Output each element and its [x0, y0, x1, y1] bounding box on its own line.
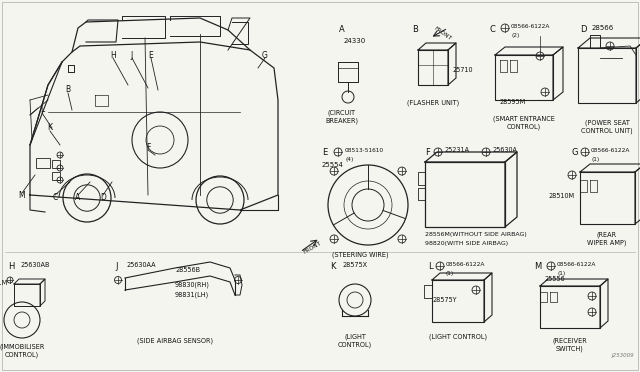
Text: E: E — [322, 148, 327, 157]
Text: (SIDE AIRBAG SENSOR): (SIDE AIRBAG SENSOR) — [137, 338, 213, 344]
Text: 28556B: 28556B — [175, 267, 200, 273]
Bar — [52, 172, 60, 180]
Text: (1): (1) — [557, 272, 565, 276]
Bar — [578, 48, 636, 103]
Text: 08566-6122A: 08566-6122A — [557, 262, 596, 266]
Text: 98830(RH): 98830(RH) — [175, 282, 210, 288]
Text: C: C — [52, 192, 58, 202]
Text: 25630AB: 25630AB — [20, 262, 49, 268]
Text: 98820(WITH SIDE AIRBAG): 98820(WITH SIDE AIRBAG) — [425, 241, 508, 246]
Text: 25231A: 25231A — [444, 147, 469, 153]
Text: H: H — [110, 51, 116, 60]
Text: (STEERING WIRE): (STEERING WIRE) — [332, 252, 388, 259]
Text: 28556M(WITHOUT SIDE AIRBAG): 28556M(WITHOUT SIDE AIRBAG) — [425, 232, 527, 237]
Text: (SMART ENTRANCE
CONTROL): (SMART ENTRANCE CONTROL) — [493, 115, 555, 129]
Text: (2): (2) — [511, 33, 520, 38]
Text: L: L — [40, 106, 44, 115]
Text: FRONT: FRONT — [433, 26, 452, 42]
Text: (FLASHER UNIT): (FLASHER UNIT) — [407, 100, 459, 106]
Text: C: C — [490, 25, 496, 34]
Text: M: M — [19, 190, 26, 199]
Text: FRONT: FRONT — [302, 241, 322, 255]
Text: K: K — [330, 262, 335, 271]
Text: 28575X: 28575X — [342, 262, 367, 268]
Bar — [36, 158, 50, 168]
Text: G: G — [572, 148, 579, 157]
Text: (4): (4) — [345, 157, 353, 163]
Text: 25554: 25554 — [322, 162, 344, 168]
Text: 08566-6122A: 08566-6122A — [511, 25, 550, 29]
Text: 25556: 25556 — [544, 276, 564, 282]
Text: 08566-6122A: 08566-6122A — [446, 262, 485, 266]
Text: H: H — [8, 262, 14, 271]
Text: 08566-6122A: 08566-6122A — [591, 148, 630, 153]
Text: 25630A: 25630A — [492, 147, 517, 153]
Text: A: A — [76, 192, 81, 202]
Bar — [418, 50, 448, 85]
Text: L: L — [428, 262, 433, 271]
Text: (1): (1) — [591, 157, 599, 163]
Text: E: E — [148, 51, 154, 60]
Text: 98831(LH): 98831(LH) — [175, 292, 209, 298]
Bar — [432, 280, 484, 322]
Text: B: B — [412, 25, 418, 34]
Text: F: F — [425, 148, 430, 157]
Text: 25630AA: 25630AA — [126, 262, 156, 268]
Text: 24330: 24330 — [344, 38, 366, 44]
Text: 28595M: 28595M — [499, 99, 525, 105]
Text: G: G — [262, 51, 268, 60]
Text: (POWER SEAT
CONTROL UNIT): (POWER SEAT CONTROL UNIT) — [581, 120, 633, 135]
Bar — [495, 55, 553, 100]
Text: (LIGHT CONTROL): (LIGHT CONTROL) — [429, 334, 487, 340]
Text: (RECEIVER
SWITCH): (RECEIVER SWITCH) — [552, 338, 588, 353]
Text: B: B — [65, 86, 70, 94]
Bar — [425, 162, 505, 227]
Text: 28591M: 28591M — [0, 280, 8, 286]
Text: A: A — [339, 25, 345, 34]
Text: D: D — [100, 192, 106, 202]
Text: (IMMOBILISER
CONTROL): (IMMOBILISER CONTROL) — [0, 344, 45, 359]
Text: D: D — [580, 25, 586, 34]
Bar — [580, 172, 635, 224]
Text: (REAR
WIPER AMP): (REAR WIPER AMP) — [588, 232, 627, 247]
Text: K: K — [47, 124, 52, 132]
Text: 28575Y: 28575Y — [432, 297, 456, 303]
Text: 28510M: 28510M — [549, 193, 575, 199]
Text: M: M — [534, 262, 541, 271]
Text: J: J — [131, 51, 133, 60]
Text: (CIRCUIT
BREAKER): (CIRCUIT BREAKER) — [326, 110, 358, 125]
Text: (1): (1) — [446, 272, 454, 276]
Bar — [14, 284, 40, 306]
Bar — [52, 160, 60, 168]
Text: 25710: 25710 — [452, 67, 472, 73]
Bar — [540, 286, 600, 328]
Text: 08513-51610: 08513-51610 — [345, 148, 384, 153]
Text: F: F — [146, 144, 150, 153]
Text: (LIGHT
CONTROL): (LIGHT CONTROL) — [338, 334, 372, 349]
Text: J253009: J253009 — [612, 353, 635, 358]
Text: J: J — [115, 262, 118, 271]
Text: 28566: 28566 — [592, 25, 614, 31]
